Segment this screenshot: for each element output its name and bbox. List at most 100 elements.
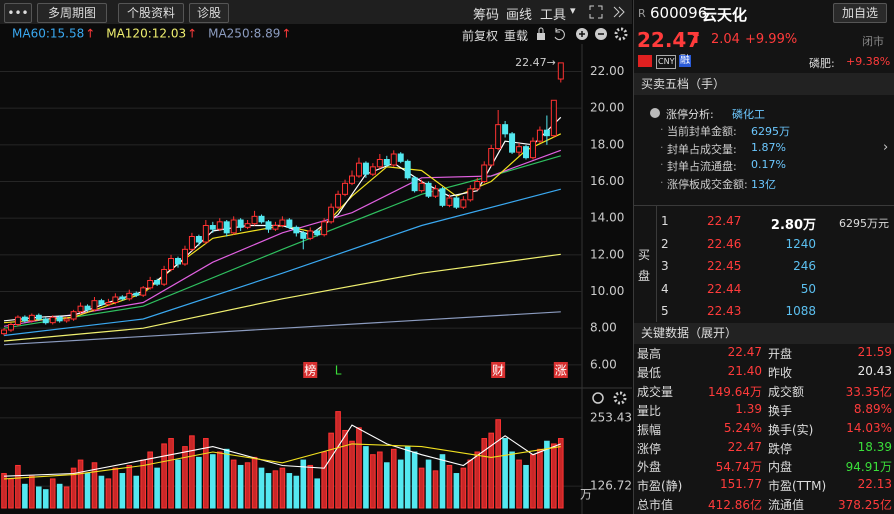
bid-price: 22.44: [707, 281, 742, 296]
key-label: 振幅: [637, 422, 662, 437]
reload-button[interactable]: 重载: [504, 29, 529, 43]
tools-menu[interactable]: 工具: [540, 8, 567, 23]
candle-body: [216, 221, 223, 230]
bid-volume: 50: [800, 281, 816, 296]
legend-entry: MA250:8.89: [208, 27, 280, 41]
bid-level: 3: [661, 259, 669, 273]
volume-settings-icon[interactable]: [613, 391, 627, 405]
key-value: 412.86亿: [708, 498, 762, 513]
diagnose-button[interactable]: 诊股: [189, 3, 229, 23]
ma-line: [3, 188, 561, 337]
collapse-icon[interactable]: [613, 6, 625, 18]
y-tick-label: 14.00: [590, 211, 624, 225]
volume-bar: [314, 478, 320, 509]
volume-bar: [397, 459, 404, 509]
key-label: 换手: [768, 403, 793, 418]
chart-icons: [537, 27, 628, 41]
candle-body: [188, 236, 195, 250]
candle-body: [140, 287, 147, 296]
candle-body: [550, 99, 557, 137]
candle-body: [21, 316, 28, 322]
bid-volume: 1240: [785, 236, 816, 251]
key-value: 18.39: [857, 439, 892, 454]
volume-bar: [342, 429, 348, 509]
key-value: 5.24%: [723, 420, 762, 435]
volume-bar: [56, 483, 63, 509]
candle-body: [175, 258, 181, 265]
expand-chevron[interactable]: ›: [883, 140, 889, 155]
volume-bar: [439, 454, 446, 509]
side-label: 盘: [638, 269, 651, 283]
key-label: 市盈(TTM): [768, 479, 827, 494]
key-value: 22.13: [857, 477, 892, 492]
key-value: 33.35亿: [845, 384, 892, 399]
bid-price: 22.47: [707, 214, 742, 228]
settings-icon[interactable]: [614, 27, 628, 41]
lock-icon[interactable]: [537, 33, 545, 40]
legend-entry: MA120:12.03: [106, 27, 186, 41]
fullscreen-icon[interactable]: [589, 5, 603, 19]
candle-body: [42, 318, 49, 324]
volume-bar: [15, 464, 21, 509]
volume-bar: [63, 486, 70, 509]
ma-line: [3, 155, 561, 329]
volume-bar: [258, 467, 265, 509]
volume-bar: [272, 470, 279, 509]
key-data-title[interactable]: 关键数据（展开）: [634, 323, 894, 344]
volume-bar: [203, 438, 209, 509]
chips-tool[interactable]: 筹码: [473, 8, 500, 23]
lock-shackle: [538, 27, 544, 33]
adjust-toggle[interactable]: 前复权: [462, 29, 499, 43]
info-label: 当前封单金额:: [667, 125, 737, 138]
profile-button[interactable]: 个股资料: [118, 3, 184, 23]
volume-bar: [36, 486, 42, 509]
volume-bar: [279, 467, 286, 509]
candle-body: [286, 219, 293, 228]
y-tick-label: 253.43: [590, 410, 632, 424]
y-tick-label: 12.00: [590, 247, 624, 261]
toolbar-icons: [589, 5, 625, 19]
badge-box: [553, 362, 568, 378]
max-price-label: 22.47→: [515, 56, 556, 69]
candle-body: [314, 230, 321, 236]
y-tick-label: 16.00: [590, 174, 624, 188]
candle-body: [147, 280, 154, 289]
volume-bar: [537, 448, 543, 509]
chart-area: 万 22.00 20.00 18.00 16.00 14.00 12.00 10.00 8.0…: [0, 27, 632, 514]
key-label: 跌停: [768, 441, 793, 456]
candle-body: [383, 159, 390, 166]
undo-icon[interactable]: [554, 28, 565, 41]
dropdown-arrow[interactable]: ▾: [570, 4, 576, 17]
volume-bar: [216, 451, 223, 509]
candle-body: [523, 146, 529, 159]
bid-volume: 246: [793, 259, 816, 273]
period-button[interactable]: 多周期图: [37, 3, 107, 23]
volume-bar: [175, 459, 181, 509]
candle-body: [91, 300, 98, 311]
badge-box: [491, 362, 506, 378]
candle-body: [105, 302, 112, 305]
candle-body: [70, 311, 77, 320]
add-watchlist[interactable]: 加自选: [833, 3, 887, 23]
candle-body: [28, 314, 35, 322]
volume-zoom-icon[interactable]: [592, 392, 604, 404]
candle-body: [181, 248, 188, 265]
stock-code: 600096: [650, 4, 708, 22]
candle-body: [432, 188, 439, 197]
volume-bar: [551, 443, 557, 509]
key-value: 54.74万: [715, 460, 762, 475]
draw-tool[interactable]: 画线: [506, 8, 533, 23]
volume-bar: [286, 473, 293, 509]
candle-body: [251, 215, 258, 225]
candle-body: [119, 296, 126, 300]
y-tick-label: 8.00: [590, 321, 617, 335]
candle-body: [439, 188, 446, 206]
volume-bar: [42, 489, 49, 509]
volume-bar: [140, 459, 146, 509]
candle-body: [35, 314, 42, 320]
volume-bar: [126, 464, 133, 509]
key-value: 21.40: [727, 363, 762, 378]
menu-button[interactable]: •••: [4, 3, 32, 23]
volume-bar: [370, 454, 376, 509]
